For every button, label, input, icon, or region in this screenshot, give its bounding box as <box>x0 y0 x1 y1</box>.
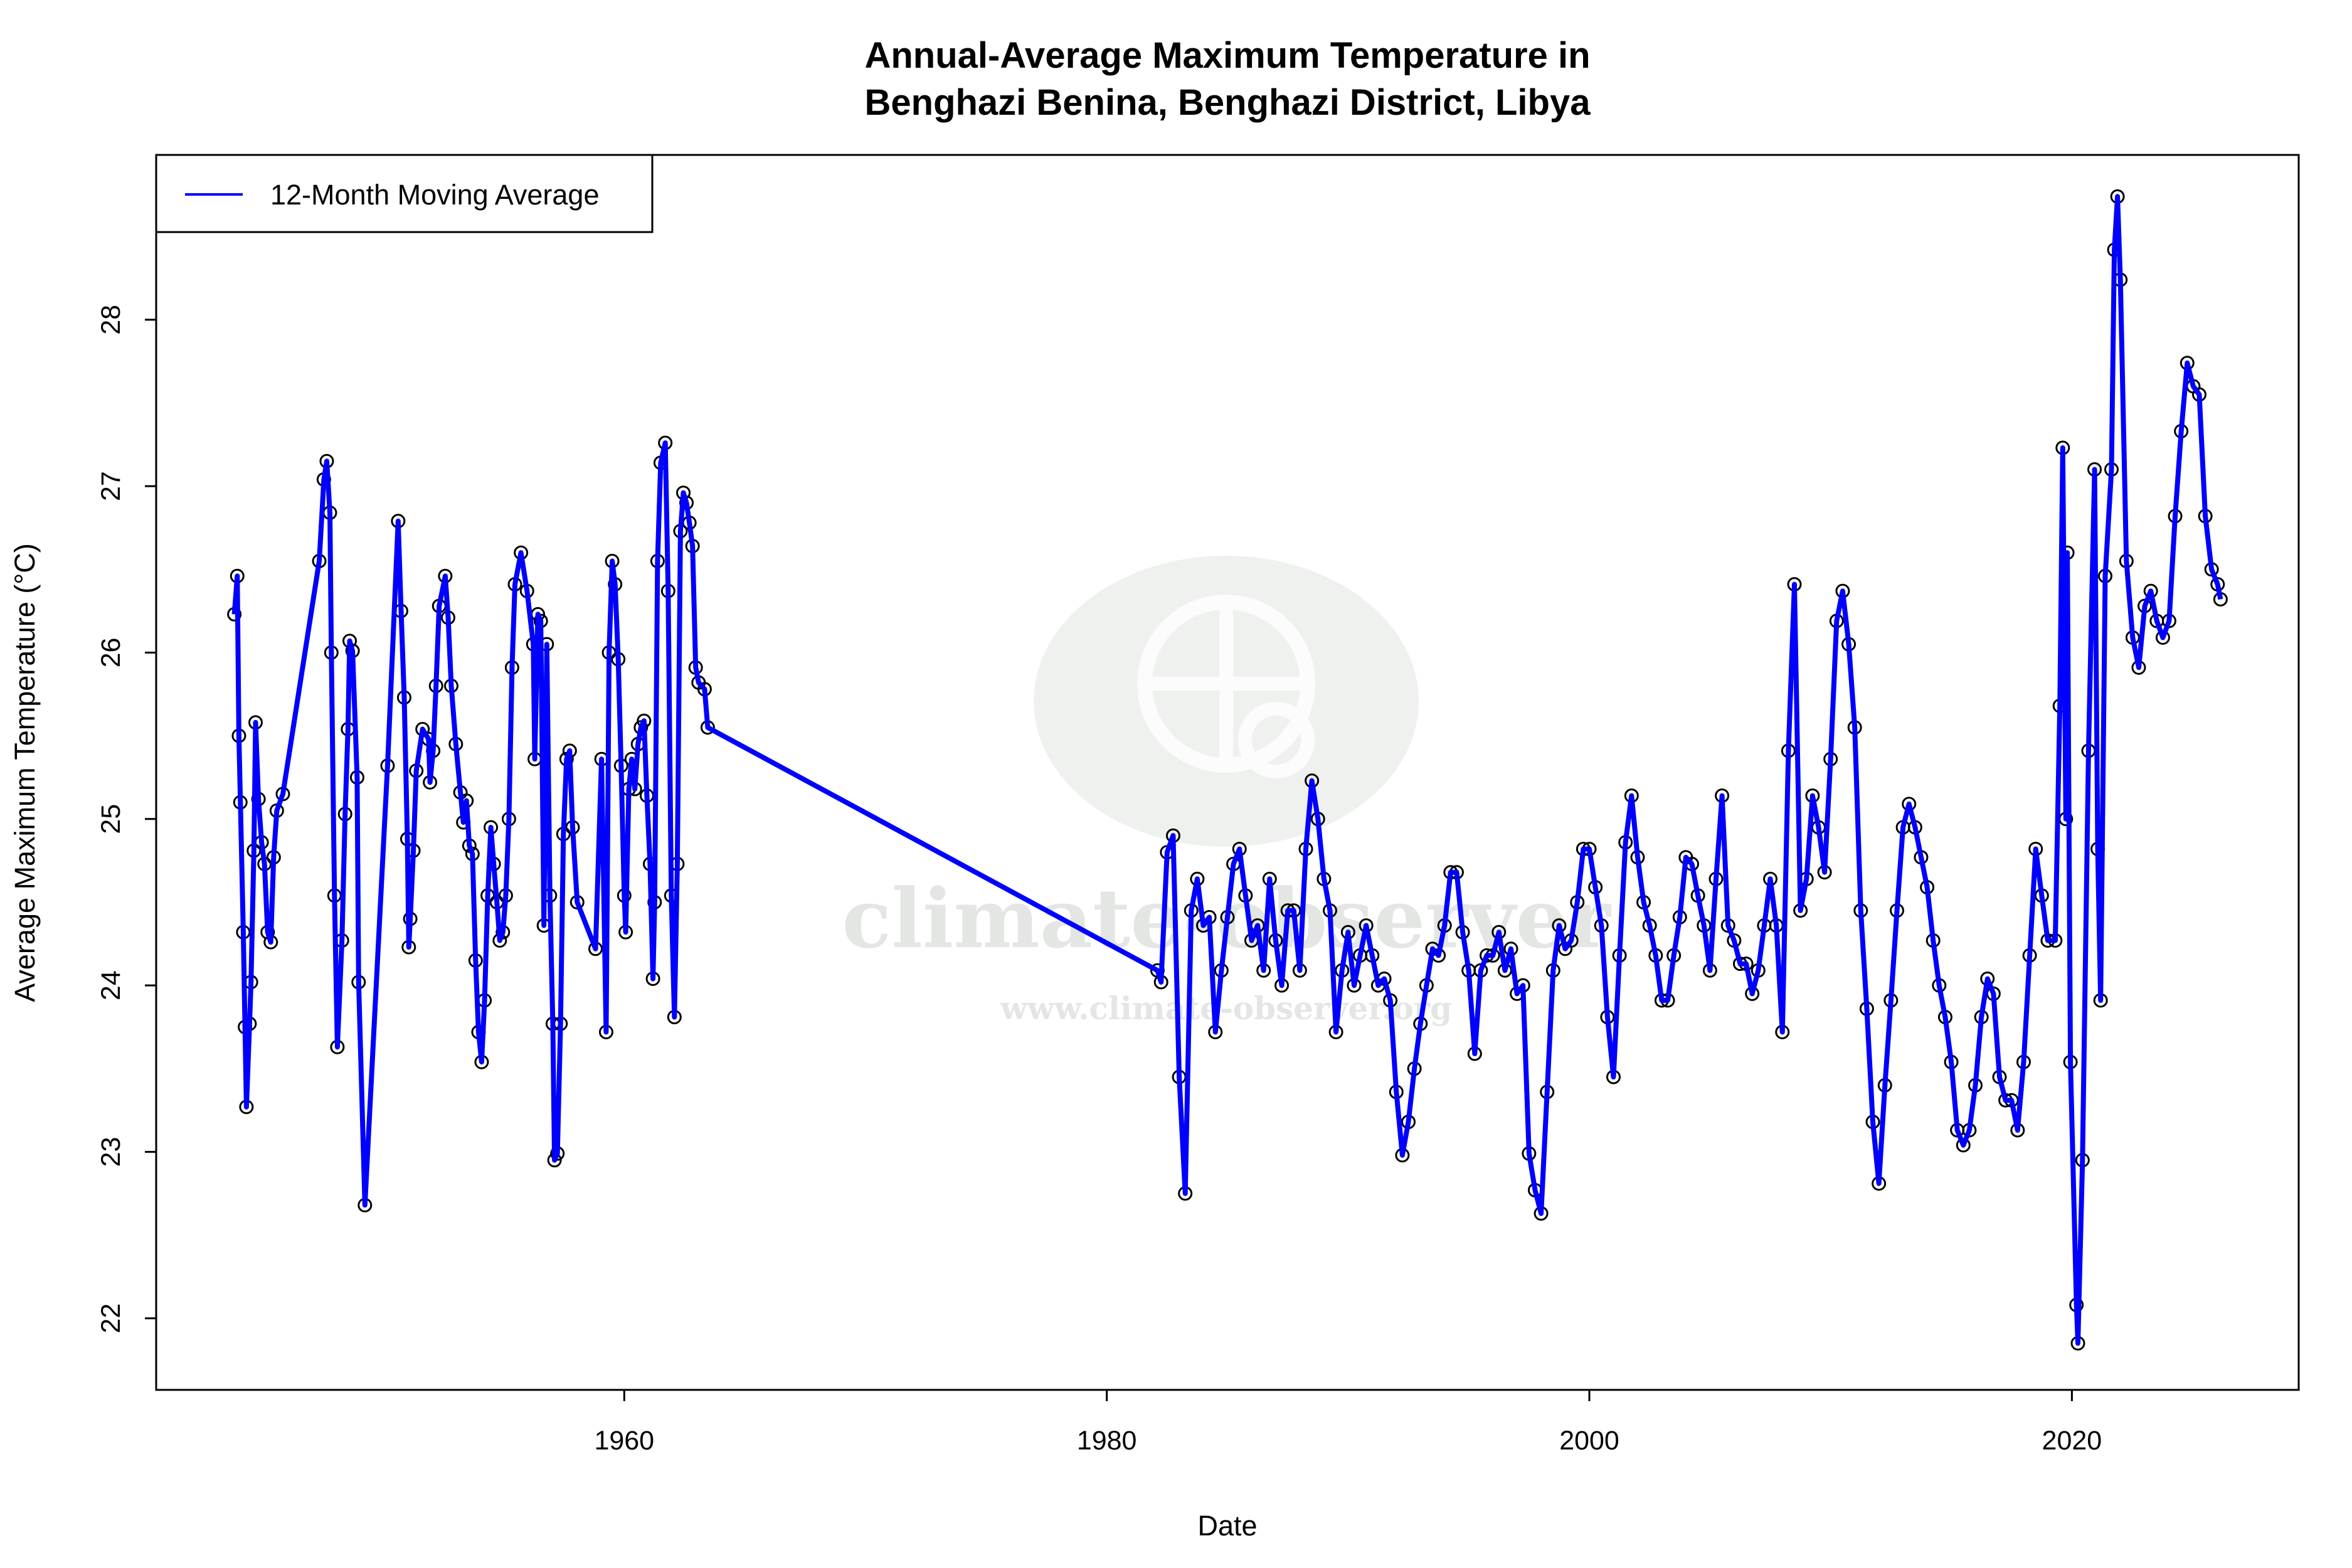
watermark: climate-observer www.climate-observer.or… <box>842 556 1611 1027</box>
y-tick-label: 25 <box>96 804 126 834</box>
y-tick-label: 22 <box>96 1303 126 1333</box>
x-tick-label: 1980 <box>1077 1426 1137 1456</box>
chart-title-line-1: Annual-Average Maximum Temperature in <box>864 35 1590 76</box>
plot-area <box>227 189 2228 1351</box>
y-axis: 22 23 24 25 26 27 28 <box>96 305 157 1333</box>
y-tick-label: 24 <box>96 970 126 1000</box>
watermark-url: www.climate-observer.org <box>1000 990 1452 1027</box>
x-axis: 1960 1980 2000 2020 <box>594 1389 2102 1456</box>
watermark-magnifier-icon <box>1238 702 1315 778</box>
y-tick-label: 27 <box>96 471 126 501</box>
x-tick-label: 1960 <box>594 1426 654 1456</box>
x-tick-label: 2020 <box>2042 1426 2102 1456</box>
y-tick-label: 23 <box>96 1137 126 1167</box>
y-axis-title: Average Maximum Temperature (°C) <box>9 543 41 1002</box>
legend-label: 12-Month Moving Average <box>270 179 600 211</box>
y-tick-label: 26 <box>96 638 126 668</box>
chart-title-line-2: Benghazi Benina, Benghazi District, Liby… <box>865 82 1591 123</box>
x-axis-title: Date <box>1197 1510 1257 1542</box>
series-line-12-month-moving-average <box>231 194 2223 1346</box>
y-tick-label: 28 <box>96 305 126 335</box>
legend: 12-Month Moving Average <box>155 154 654 233</box>
x-tick-label: 2000 <box>1559 1426 1619 1456</box>
